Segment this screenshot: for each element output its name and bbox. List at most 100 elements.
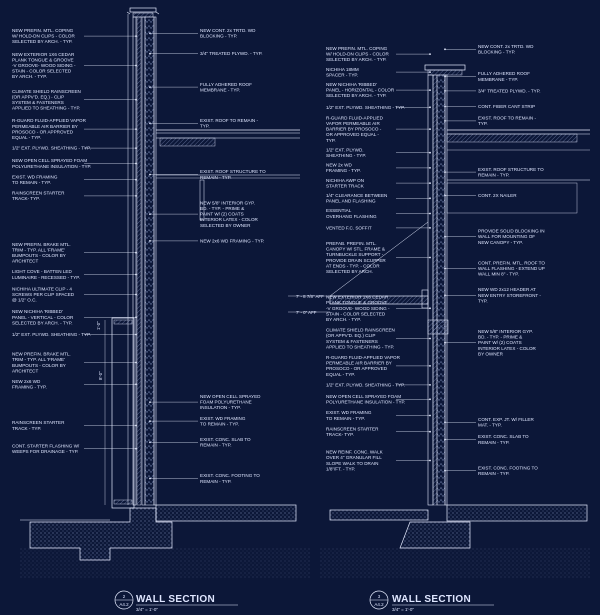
callout-text: EXIST. CONC. FOOTING TO — [478, 465, 538, 470]
callout-text: APPLIED TO SHEATHING - TYP. — [326, 344, 394, 349]
right-header — [427, 319, 449, 335]
callout-text: NEW ENTRY STOREFRONT - — [478, 293, 541, 298]
callout-text: EXIST. CONC. SLAB TO — [200, 437, 251, 442]
leader-dot — [429, 212, 431, 215]
callout-text: TYP. — [478, 298, 488, 303]
callout-text: OVER 4" GRANULAR FILL — [326, 455, 382, 460]
callout-text: OR APPROVED EQUAL - — [326, 132, 379, 137]
right-section-title: WALL SECTION — [392, 594, 471, 605]
callout-text: SELECTED BY ARCH. - TYP. — [12, 320, 73, 325]
callout-text: PANEL - HORIZONTAL - COLOR — [326, 88, 395, 93]
callout-text: TRIM - TYP. ALL 'FRAME' — [12, 357, 65, 362]
callout-text: W/ HOLD-DN CLIPS - COLOR — [12, 34, 75, 39]
left-coping — [126, 7, 160, 18]
callout-text: CLIMATE SHIELD RAINSCREEN — [326, 328, 395, 333]
callout-text: EXIST. WD FRAMING — [326, 410, 372, 415]
callout-note: CLIMATE SHIELD RAINSCREEN(OR APPV'D. EQ.… — [326, 328, 431, 349]
callout-text: NICHIHA ULTIMATE CLIP - 4 — [12, 286, 72, 291]
callout-text: APPLIED TO SHEATHING - TYP. — [12, 106, 80, 111]
callout-note: EXIST. ROOF TO REMAIN -TYP. — [149, 118, 258, 129]
callout-text: (OR APPV'D. EQ.) - CLIP — [12, 94, 64, 99]
callout-note: 1/2" EXT. PLYWD. SHEATHING - TYP. — [12, 332, 137, 337]
callout-text: CONT. PREFIN. MTL. ROOF TO — [478, 260, 545, 265]
callout-text: -V GROOVE- WOOD SIDING - — [326, 306, 390, 311]
callout-text: TRIM - TYP. ALL 'FRAME' — [12, 247, 65, 252]
callout-text: SCREWS PER CLIP SPACED — [12, 292, 75, 297]
callout-text: NEW PREFIN. MTL. COPING — [12, 28, 74, 33]
callout-note: NEW 5/8" INTERIOR GYP.BD. - TYP. - PRIME… — [444, 329, 537, 356]
callout-note: 1/2" EXT. PLYWD.SHEATHING - TYP. — [326, 147, 431, 158]
callout-text: EQUAL - TYP. — [12, 135, 41, 140]
callout-text: CONT. FIBER CANT STRIP — [478, 104, 535, 109]
callout-text: PAINT W/ (2) COATS — [478, 340, 522, 345]
callout-note: NEW PREFIN. BRAKE MTL.TRIM - TYP. ALL 'F… — [12, 352, 137, 373]
callout-text: OVERHANG FLASHING — [326, 214, 377, 219]
right-slab-footing — [320, 504, 590, 578]
callout-text: EXIST. CONC. FOOTING TO — [200, 473, 260, 478]
callout-text: LIGHT COVE - BATTEN LED — [12, 269, 72, 274]
callout-text: FRAMING - TYP. — [326, 168, 361, 173]
callout-text: REMAIN - TYP. — [200, 175, 231, 180]
callout-text: @ 1/2" O.C. — [12, 298, 37, 303]
callout-text: PLANK TONGUE & GROOVE — [12, 57, 74, 62]
callout-text: ARCHITECT — [12, 368, 38, 373]
callout-text: TYP. — [478, 121, 488, 126]
callout-text: EXIST. WD FRAMING — [200, 416, 246, 421]
callout-text: 1/8"/FT. - TYP. — [326, 466, 355, 471]
callout-text: CLIMATE SHIELD RAINSCREEN — [12, 89, 81, 94]
callout-text: SYSTEM & FASTENERS — [12, 100, 64, 105]
callout-note: CONT. 2X NAILER — [444, 193, 517, 198]
callout-text: VENTED F.C. SOFFIT — [326, 225, 372, 230]
callout-text: PAINT W/ (2) COATS — [200, 212, 244, 217]
leader-dot — [429, 151, 431, 154]
callout-text: PROSOCO - OR APPROVED — [326, 366, 388, 371]
callout-text: REMAIN - TYP. — [478, 440, 509, 445]
leader-dot — [429, 430, 431, 433]
callout-text: NEW REINF. CONC. WALK — [326, 450, 384, 455]
right-roof — [446, 129, 590, 214]
right-parapet — [424, 64, 466, 506]
callout-note: PREFAB. PREFIN. MTL.CANOPY W/ STL. FRAME… — [326, 241, 431, 274]
callout-text: R-GUARD FLUID-APPLIED VAPOR — [326, 355, 401, 360]
callout-text: 1/4" CLEARANCE BETWEEN — [326, 193, 387, 198]
callout-text: CONT. EXP. JT. W/ FILLER — [478, 417, 534, 422]
callout-text: NEW 5/8" INTERIOR GYP. — [200, 200, 255, 205]
callout-text: BD. - TYP. - PRIME & — [478, 335, 522, 340]
callout-text: BY ARCH. - TYP. — [12, 74, 47, 79]
leader-dot — [429, 227, 431, 229]
callout-text: NEW OPEN CELL SPRAYED FOAM — [12, 158, 87, 163]
callout-text: WALL MIN 8" - TYP. — [478, 272, 519, 277]
leader-dot — [429, 365, 431, 367]
callout-text: SYSTEM & FASTENERS — [326, 339, 378, 344]
callout-note: 1/2" EXT. PLYWD. SHEATHING - TYP. — [326, 105, 431, 110]
callout-text: 1/2" EXT. PLYWD. SHEATHING - TYP. — [326, 105, 405, 110]
callout-text: RAINSCREEN STARTER — [12, 191, 65, 196]
callout-note: NEW NICHIHA 'RIBBED'PANEL - VERTICAL - C… — [12, 309, 137, 325]
leader-dot — [429, 414, 431, 417]
callout-text: CONT. 2X NAILER — [478, 193, 517, 198]
leader-dot — [429, 182, 431, 185]
callout-text: WALL FOR MOUNTING OF — [478, 234, 535, 239]
leader-dot — [429, 53, 431, 55]
leader-dot — [429, 197, 431, 200]
